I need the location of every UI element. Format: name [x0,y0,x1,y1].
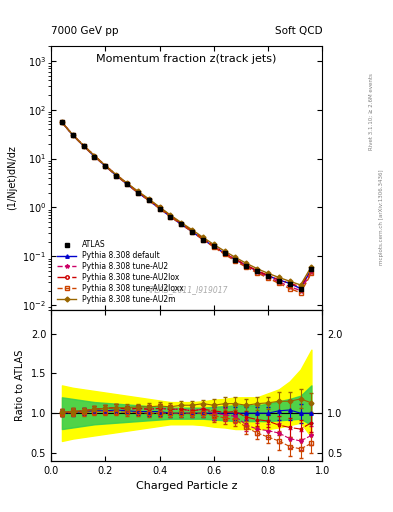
Text: Soft QCD: Soft QCD [275,26,322,35]
Legend: ATLAS, Pythia 8.308 default, Pythia 8.308 tune-AU2, Pythia 8.308 tune-AU2lox, Py: ATLAS, Pythia 8.308 default, Pythia 8.30… [55,238,186,306]
Y-axis label: (1/Njet)dN/dz: (1/Njet)dN/dz [7,145,17,210]
Text: 7000 GeV pp: 7000 GeV pp [51,26,119,35]
Text: ATLAS_2011_I919017: ATLAS_2011_I919017 [145,285,228,294]
Text: Momentum fraction z(track jets): Momentum fraction z(track jets) [97,54,277,64]
Text: Rivet 3.1.10; ≥ 2.6M events: Rivet 3.1.10; ≥ 2.6M events [369,74,374,151]
Y-axis label: Ratio to ATLAS: Ratio to ATLAS [15,350,25,421]
Text: mcplots.cern.ch [arXiv:1306.3436]: mcplots.cern.ch [arXiv:1306.3436] [379,170,384,265]
X-axis label: Charged Particle z: Charged Particle z [136,481,237,491]
